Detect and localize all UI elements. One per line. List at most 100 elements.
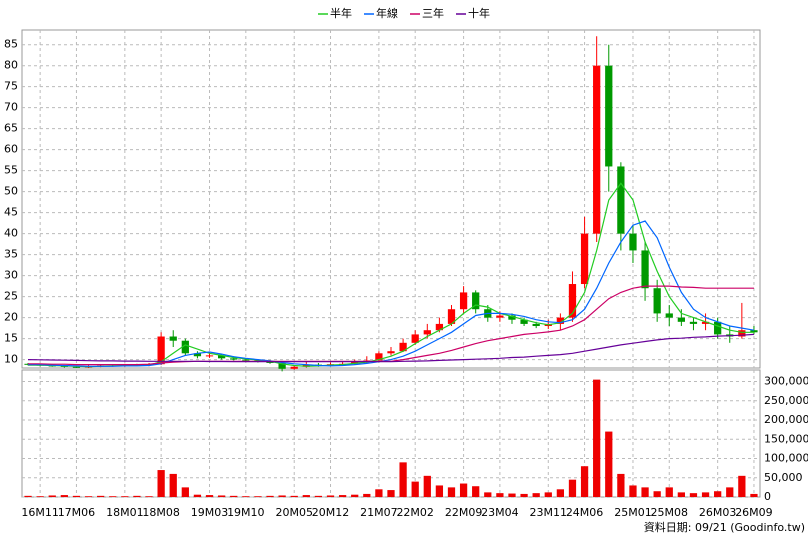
y-tick-label: 85 [4, 38, 18, 51]
volume-bar [97, 495, 105, 497]
volume-bar [593, 379, 601, 497]
x-tick-label: 20M05 [275, 506, 313, 519]
volume-bar [665, 487, 673, 497]
candle-body [459, 292, 468, 310]
candle-body [242, 359, 250, 361]
x-tick-label: 21M07 [360, 506, 398, 519]
volume-bar [653, 491, 661, 497]
y2-tick-label: 300,000 [764, 375, 808, 388]
volume-bar [351, 494, 359, 497]
volume-bar [169, 473, 177, 497]
candle-body [193, 353, 202, 357]
y-tick-label: 60 [4, 143, 18, 156]
volume-bar [302, 495, 310, 497]
volume-bar [145, 496, 153, 497]
y-tick-label: 65 [4, 122, 18, 135]
volume-bar [689, 493, 698, 497]
x-tick-label: 25M01 [614, 506, 652, 519]
candle-body [714, 321, 722, 335]
candle-body [641, 250, 649, 289]
candle-body [387, 351, 395, 354]
y2-tick-label: 250,000 [764, 394, 808, 407]
volume-bar [677, 492, 685, 497]
candle-body [290, 366, 298, 369]
volume-bar [60, 495, 68, 497]
volume-bar [205, 495, 214, 497]
x-tick-label: 23M04 [481, 506, 519, 519]
y2-tick-label: 200,000 [764, 413, 808, 426]
ma-line [27, 333, 755, 363]
candle-body [423, 330, 431, 335]
volume-bar [496, 493, 504, 497]
candle-body [411, 334, 419, 343]
candle-body [593, 65, 601, 234]
candle-body [217, 355, 226, 359]
legend-label: 年線 [376, 6, 398, 20]
candle-body [617, 166, 625, 234]
y-tick-label: 75 [4, 80, 18, 93]
x-tick-label: 22M02 [396, 506, 434, 519]
candle-body [230, 358, 238, 360]
volume-bar [375, 489, 383, 497]
candle-body [447, 309, 456, 324]
candle-body [665, 313, 673, 318]
candle-body [278, 362, 286, 369]
x-tick-label: 19M03 [191, 506, 229, 519]
candle-body [701, 321, 710, 324]
volume-bar [230, 495, 238, 497]
x-tick-label: 26M09 [735, 506, 773, 519]
volume-bar [387, 490, 395, 497]
legend-label: 三年 [422, 6, 444, 20]
candle-body [556, 317, 565, 324]
candle-body [750, 330, 758, 333]
x-tick-label: 18M08 [142, 506, 180, 519]
y-tick-label: 50 [4, 185, 18, 198]
candle-body [738, 330, 746, 337]
legend-label: 半年 [330, 6, 352, 20]
volume-bar [605, 431, 613, 497]
volume-bar [266, 495, 274, 497]
x-tick-label: 22M09 [445, 506, 483, 519]
candle-body [205, 355, 214, 357]
volume-bar [314, 495, 323, 497]
volume-bar [157, 470, 165, 497]
volume-bar [532, 493, 540, 497]
volume-bar [484, 492, 492, 497]
y2-tick-label: 0 [764, 490, 771, 503]
x-tick-label: 20M12 [312, 506, 350, 519]
candle-body [351, 361, 359, 364]
candle-body [580, 233, 589, 285]
candle-body [435, 323, 444, 331]
candle-body [520, 319, 528, 324]
candle-body [653, 288, 661, 314]
volume-bar [714, 491, 722, 497]
volume-bar [701, 492, 710, 497]
volume-bar [254, 496, 262, 497]
y-tick-label: 55 [4, 164, 18, 177]
candle-body [375, 353, 383, 361]
volume-bar [459, 483, 468, 497]
volume-bar [290, 495, 298, 497]
y-tick-label: 45 [4, 206, 18, 219]
candle-body [472, 292, 480, 310]
y-tick-label: 20 [4, 311, 18, 324]
volume-bar [72, 495, 81, 497]
y-tick-label: 30 [4, 269, 18, 282]
candle-body [169, 336, 177, 341]
candle-body [508, 315, 516, 320]
y-tick-label: 10 [4, 353, 18, 366]
candle-body [532, 323, 540, 327]
volume-bar [617, 473, 625, 497]
candle-body [302, 364, 310, 367]
ma-line [28, 220, 755, 367]
volume-bar [48, 495, 56, 497]
candle-body [399, 342, 407, 352]
volume-bar [193, 494, 202, 497]
candle-body [72, 366, 81, 368]
x-tick-label: 23M11 [530, 506, 568, 519]
volume-bar [423, 475, 431, 497]
volume-bar [121, 496, 129, 497]
volume-bar [508, 493, 516, 497]
volume-bar [278, 495, 286, 497]
